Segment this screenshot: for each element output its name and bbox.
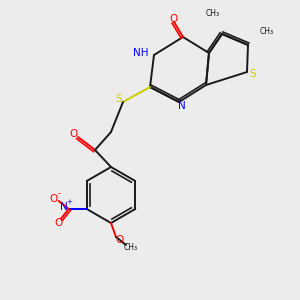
- Text: CH₃: CH₃: [206, 8, 220, 17]
- Text: O: O: [50, 194, 58, 204]
- Text: O: O: [170, 14, 178, 24]
- Text: +: +: [66, 199, 72, 205]
- Text: S: S: [250, 69, 256, 79]
- Text: NH: NH: [134, 48, 149, 58]
- Text: S: S: [116, 94, 122, 104]
- Text: O: O: [70, 129, 78, 139]
- Text: -: -: [57, 190, 60, 199]
- Text: O: O: [115, 235, 123, 245]
- Text: N: N: [178, 101, 186, 111]
- Text: N: N: [60, 202, 68, 212]
- Text: CH₃: CH₃: [124, 244, 138, 253]
- Text: CH₃: CH₃: [260, 28, 274, 37]
- Text: O: O: [55, 218, 63, 228]
